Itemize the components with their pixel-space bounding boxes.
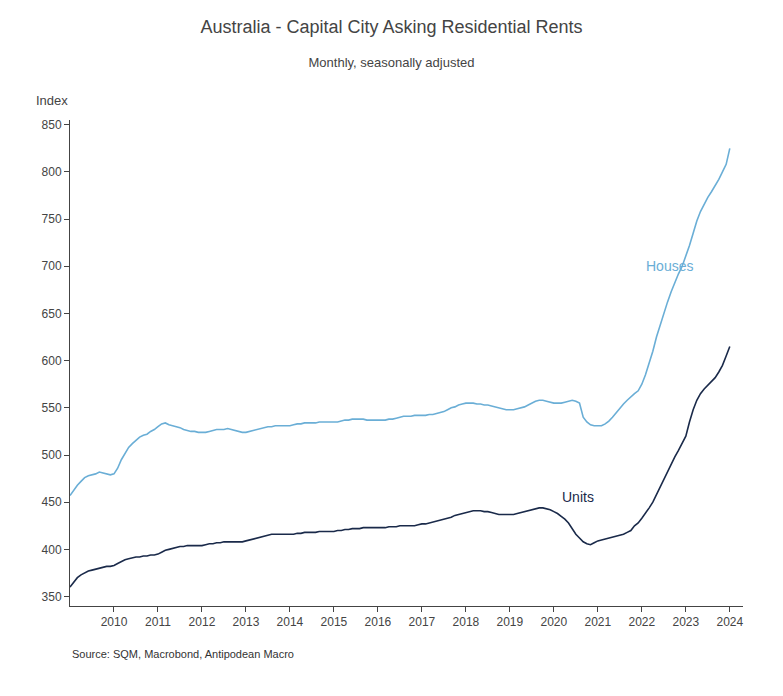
svg-text:850: 850 bbox=[42, 118, 62, 132]
svg-text:2017: 2017 bbox=[409, 615, 436, 629]
svg-text:600: 600 bbox=[42, 354, 62, 368]
svg-text:650: 650 bbox=[42, 307, 62, 321]
svg-text:Units: Units bbox=[562, 489, 594, 505]
svg-text:2011: 2011 bbox=[145, 615, 171, 629]
svg-text:2015: 2015 bbox=[321, 615, 348, 629]
svg-text:450: 450 bbox=[42, 495, 62, 509]
svg-text:Index: Index bbox=[36, 93, 68, 108]
svg-text:2018: 2018 bbox=[453, 615, 480, 629]
svg-text:350: 350 bbox=[42, 590, 62, 604]
svg-text:2013: 2013 bbox=[233, 615, 260, 629]
svg-text:2022: 2022 bbox=[628, 615, 655, 629]
svg-text:Houses: Houses bbox=[646, 258, 693, 274]
svg-text:800: 800 bbox=[42, 165, 62, 179]
svg-text:2024: 2024 bbox=[716, 615, 743, 629]
svg-text:2023: 2023 bbox=[672, 615, 699, 629]
svg-text:2012: 2012 bbox=[189, 615, 216, 629]
svg-text:Source: SQM, Macrobond, Antipo: Source: SQM, Macrobond, Antipodean Macro bbox=[72, 648, 294, 660]
svg-text:2014: 2014 bbox=[277, 615, 304, 629]
svg-text:500: 500 bbox=[42, 448, 62, 462]
svg-text:Monthly, seasonally adjusted: Monthly, seasonally adjusted bbox=[309, 55, 475, 70]
svg-text:750: 750 bbox=[42, 212, 62, 226]
svg-text:550: 550 bbox=[42, 401, 62, 415]
svg-text:2010: 2010 bbox=[101, 615, 128, 629]
svg-text:400: 400 bbox=[42, 543, 62, 557]
svg-text:2020: 2020 bbox=[541, 615, 568, 629]
svg-text:700: 700 bbox=[42, 259, 62, 273]
svg-text:2019: 2019 bbox=[497, 615, 524, 629]
svg-text:2016: 2016 bbox=[365, 615, 392, 629]
svg-text:2021: 2021 bbox=[584, 615, 611, 629]
svg-text:Australia - Capital City Askin: Australia - Capital City Asking Resident… bbox=[200, 17, 582, 37]
